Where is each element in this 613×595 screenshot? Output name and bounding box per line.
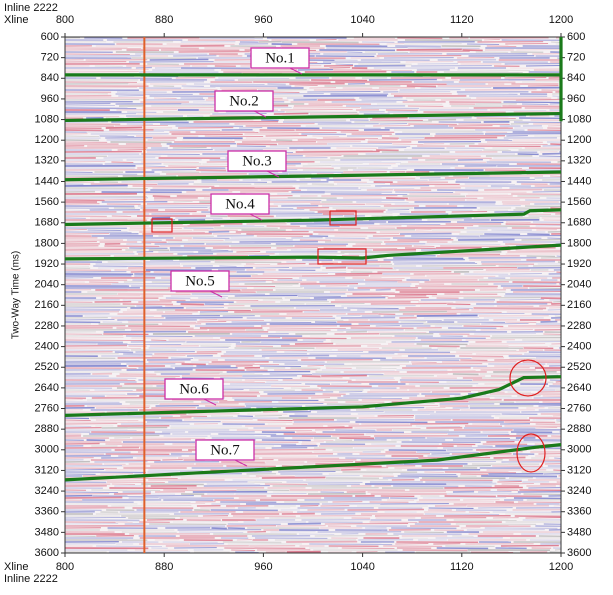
y-tick-label: 1320 <box>567 155 591 167</box>
y-tick-label: 1080 <box>567 113 591 125</box>
y-tick-label: 1440 <box>567 175 591 187</box>
inline-label-bottom: Inline 2222 <box>4 573 58 585</box>
x-tick-label: 1200 <box>549 561 573 573</box>
x-tick-label: 1120 <box>450 561 474 573</box>
annotation-label: No.4 <box>225 196 255 212</box>
y-tick-label: 2280 <box>567 320 591 332</box>
x-tick-label: 800 <box>56 14 74 26</box>
annotation-label: No.1 <box>265 50 295 66</box>
y-tick-label: 1080 <box>35 113 59 125</box>
y-tick-label: 1920 <box>567 258 591 270</box>
y-tick-label: 1680 <box>35 217 59 229</box>
seismic-trace <box>267 84 285 85</box>
xline-label-top: Xline <box>4 14 28 26</box>
y-tick-label: 2280 <box>35 320 59 332</box>
y-tick-label: 3480 <box>35 526 59 538</box>
annotation-label: No.7 <box>210 442 240 458</box>
y-tick-label: 1800 <box>35 237 59 249</box>
y-tick-label: 1320 <box>35 155 59 167</box>
y-tick-label: 1680 <box>567 217 591 229</box>
annotation-label: No.3 <box>242 153 272 169</box>
x-tick-label: 960 <box>254 14 272 26</box>
y-tick-label: 1560 <box>567 196 591 208</box>
y-tick-label: 840 <box>41 72 59 84</box>
y-tick-label: 2760 <box>35 402 59 414</box>
y-tick-label: 3120 <box>567 464 591 476</box>
y-tick-label: 3240 <box>35 485 59 497</box>
y-tick-label: 3120 <box>35 464 59 476</box>
y-tick-label: 720 <box>567 52 585 64</box>
y-tick-label: 2640 <box>567 382 591 394</box>
y-tick-label: 3360 <box>35 506 59 518</box>
annotation-label: No.2 <box>229 93 259 109</box>
y-tick-label: 2040 <box>567 279 591 291</box>
y-tick-label: 1200 <box>567 134 591 146</box>
y-tick-label: 2160 <box>567 299 591 311</box>
y-tick-label: 1800 <box>567 237 591 249</box>
y-axis-label: Two-Way Time (ms) <box>11 251 22 340</box>
y-tick-label: 2640 <box>35 382 59 394</box>
y-tick-label: 1440 <box>35 175 59 187</box>
annotation-label: No.5 <box>185 273 215 289</box>
y-tick-label: 2160 <box>35 299 59 311</box>
y-tick-label: 840 <box>567 72 585 84</box>
y-tick-label: 3600 <box>567 547 591 559</box>
y-tick-label: 2040 <box>35 279 59 291</box>
y-tick-label: 1560 <box>35 196 59 208</box>
y-tick-label: 2400 <box>567 341 591 353</box>
y-tick-label: 3360 <box>567 506 591 518</box>
y-tick-label: 720 <box>41 52 59 64</box>
x-tick-label: 880 <box>155 561 173 573</box>
y-tick-label: 2520 <box>35 361 59 373</box>
x-tick-label: 1040 <box>350 14 374 26</box>
y-tick-label: 600 <box>41 31 59 43</box>
y-tick-label: 960 <box>567 93 585 105</box>
xline-label-bottom: Xline <box>4 561 28 573</box>
y-tick-label: 2520 <box>567 361 591 373</box>
y-tick-label: 3600 <box>35 547 59 559</box>
y-tick-label: 3240 <box>567 485 591 497</box>
y-tick-label: 1200 <box>35 134 59 146</box>
x-tick-label: 880 <box>155 14 173 26</box>
annotation-label: No.6 <box>179 381 209 397</box>
x-tick-label: 960 <box>254 561 272 573</box>
x-tick-label: 1120 <box>450 14 474 26</box>
y-tick-label: 2880 <box>35 423 59 435</box>
x-tick-label: 1200 <box>549 14 573 26</box>
y-tick-label: 1920 <box>35 258 59 270</box>
y-tick-label: 600 <box>567 31 585 43</box>
y-tick-label: 3000 <box>567 444 591 456</box>
y-tick-label: 2400 <box>35 341 59 353</box>
x-tick-label: 800 <box>56 561 74 573</box>
x-tick-label: 1040 <box>350 561 374 573</box>
y-tick-label: 2880 <box>567 423 591 435</box>
y-tick-label: 3480 <box>567 526 591 538</box>
y-tick-label: 960 <box>41 93 59 105</box>
y-tick-label: 3000 <box>35 444 59 456</box>
inline-label-top: Inline 2222 <box>4 2 58 14</box>
y-tick-label: 2760 <box>567 402 591 414</box>
